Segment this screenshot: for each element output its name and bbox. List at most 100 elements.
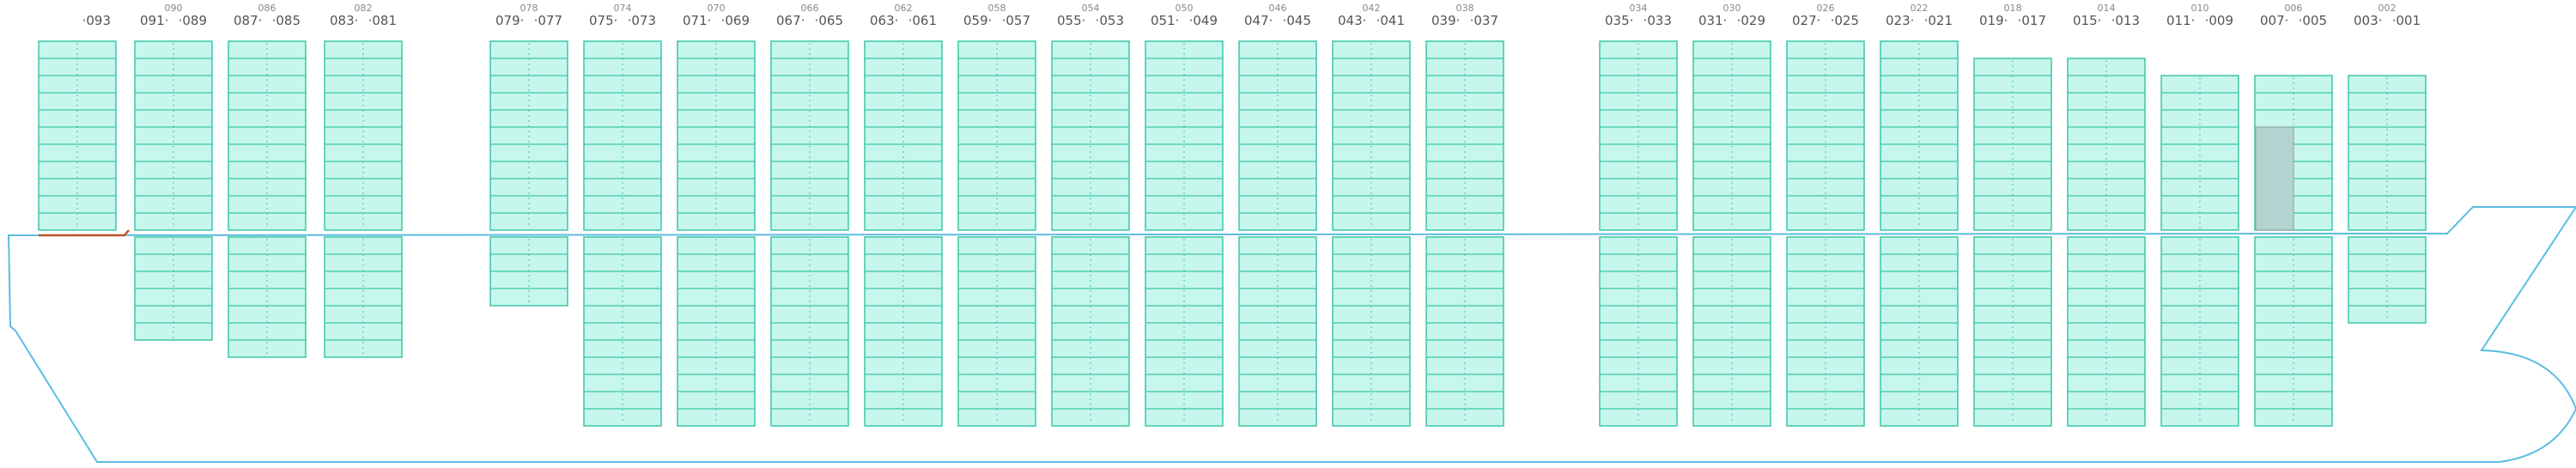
bay-aft-label: ·053 [1096, 13, 1124, 28]
bay-aft-label: ·029 [1737, 13, 1765, 28]
bay-top-label: 042 [1363, 3, 1381, 14]
bay-top-label: 078 [520, 3, 538, 14]
bay-fwd-label: 035· [1605, 13, 1633, 28]
bay-fwd-label: 031· [1698, 13, 1727, 28]
bay-top-label: 006 [2285, 3, 2303, 14]
bay-fwd-label: 075· [589, 13, 617, 28]
bay-fwd-label: 087· [234, 13, 262, 28]
bay-fwd-label: 051· [1151, 13, 1179, 28]
bay-fwd-label: 079· [495, 13, 524, 28]
bay-aft-label: ·065 [815, 13, 843, 28]
bay-top-label: 050 [1176, 3, 1194, 14]
bay-fwd-label: 063· [870, 13, 898, 28]
bay-top-label: 018 [2004, 3, 2022, 14]
bay-fwd-label: 059· [963, 13, 992, 28]
bay-aft-label: ·057 [1002, 13, 1030, 28]
bay-aft-label: ·077 [534, 13, 562, 28]
bay-fwd-label: 019· [1979, 13, 2008, 28]
bay-top-label: 022 [1911, 3, 1929, 14]
bay-aft-label: ·085 [272, 13, 301, 28]
bay-fwd-label: 011· [2166, 13, 2195, 28]
bay-fwd-label: 047· [1244, 13, 1273, 28]
bay-top-label: 054 [1082, 3, 1100, 14]
bay-top-label: 014 [2098, 3, 2116, 14]
bay-aft-label: ·017 [2018, 13, 2046, 28]
bay-fwd-label: 043· [1338, 13, 1366, 28]
bay-top-label: 038 [1456, 3, 1474, 14]
bay-fwd-label: 003· [2354, 13, 2382, 28]
bay-top-label: 074 [614, 3, 632, 14]
bay-fwd-label: 067· [776, 13, 805, 28]
bay-aft-label: ·025 [1831, 13, 1859, 28]
bay-aft-label: ·013 [2111, 13, 2140, 28]
bay-fwd-label: 091· [140, 13, 168, 28]
bay-top-label: 026 [1817, 3, 1835, 14]
bay-aft-label: ·033 [1643, 13, 1672, 28]
bay-aft-label: ·061 [908, 13, 937, 28]
bay-fwd-label: 083· [330, 13, 358, 28]
bay-aft-label: ·037 [1470, 13, 1498, 28]
bay-top-label: 030 [1723, 3, 1741, 14]
bay-fwd-label: 039· [1431, 13, 1460, 28]
bay-aft-label: ·069 [721, 13, 750, 28]
bay-fwd-label: 015· [2073, 13, 2101, 28]
bay-top-label: 002 [2379, 3, 2397, 14]
bay-fwd-label: 071· [683, 13, 711, 28]
bay-aft-label: ·045 [1283, 13, 1311, 28]
bay-top-label: 082 [355, 3, 373, 14]
deck-stack[interactable] [2348, 75, 2427, 231]
bay-aft-label: ·093 [82, 13, 111, 28]
bay-aft-label: ·081 [368, 13, 397, 28]
bay-aft-label: ·005 [2299, 13, 2327, 28]
bay-top-label: 010 [2191, 3, 2209, 14]
bay-top-label: 070 [708, 3, 726, 14]
bay-aft-label: ·049 [1189, 13, 1218, 28]
mooring-line [39, 229, 130, 237]
bay-top-label: 046 [1269, 3, 1287, 14]
bay-aft-label: ·009 [2205, 13, 2233, 28]
bay-aft-label: ·041 [1376, 13, 1405, 28]
bay-top-label: 034 [1630, 3, 1648, 14]
bay-fwd-label: 023· [1886, 13, 1914, 28]
bay-top-label: 058 [988, 3, 1006, 14]
bay-aft-label: ·073 [628, 13, 656, 28]
bay-top-label: 066 [801, 3, 819, 14]
bay-top-label: 090 [165, 3, 183, 14]
bay-top-label: 062 [895, 3, 913, 14]
bay-093[interactable]: ·093 [38, 13, 117, 231]
bay-top-label: 086 [258, 3, 276, 14]
bay-aft-label: ·001 [2392, 13, 2421, 28]
bay-fwd-label: 027· [1792, 13, 1820, 28]
bay-aft-label: ·021 [1924, 13, 1953, 28]
deck-stack[interactable] [2160, 75, 2239, 231]
bay-aft-label: ·089 [179, 13, 207, 28]
bay-fwd-label: 007· [2260, 13, 2288, 28]
bay-fwd-label: 055· [1057, 13, 1085, 28]
selected-slots[interactable] [2255, 126, 2294, 231]
